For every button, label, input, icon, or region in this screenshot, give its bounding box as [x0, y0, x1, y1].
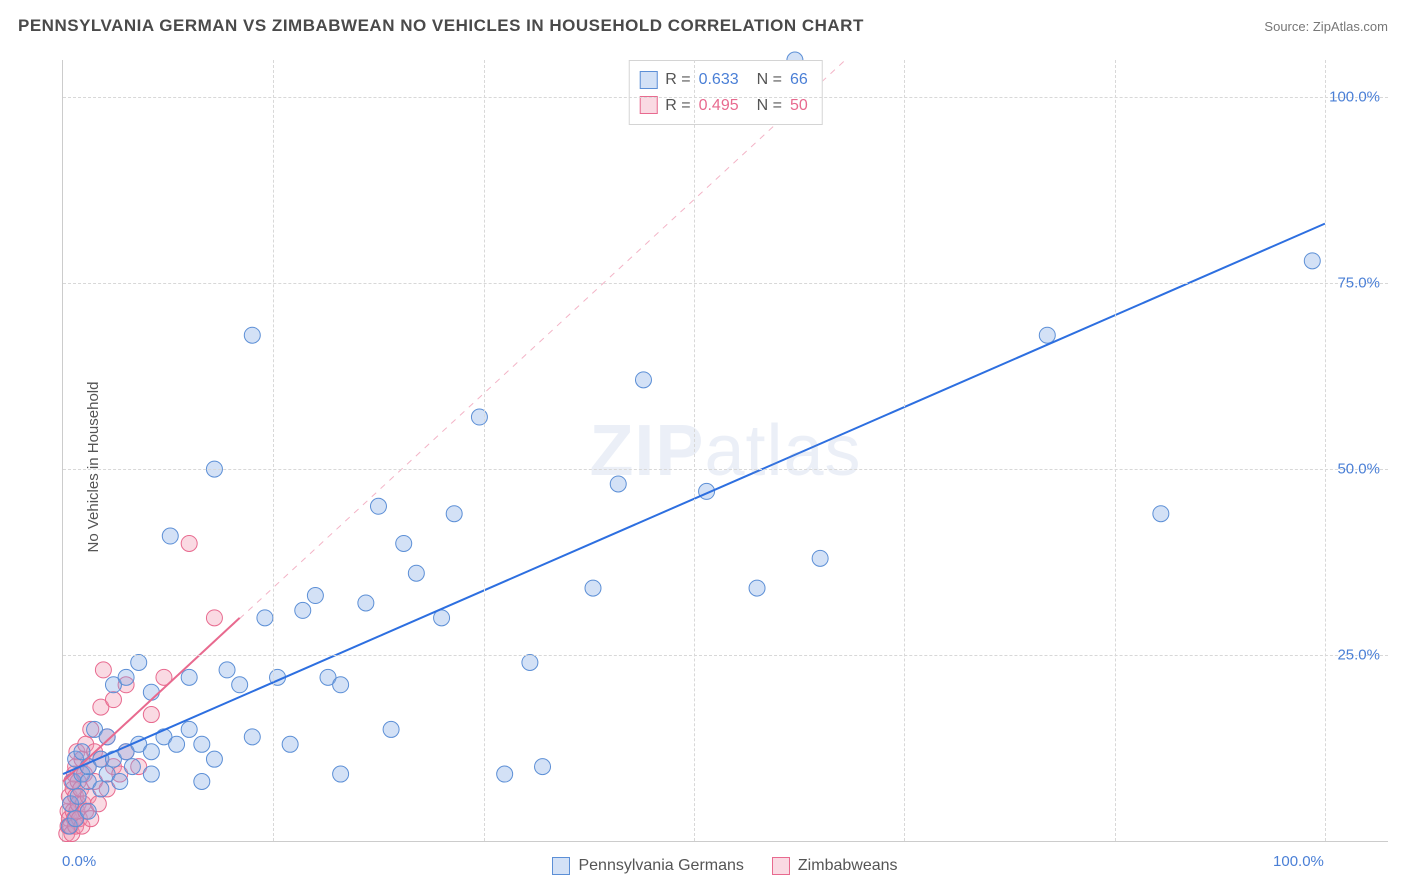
n-label: N =	[757, 67, 782, 93]
y-tick: 25.0%	[1337, 647, 1380, 664]
n-value-pg: 66	[790, 67, 808, 93]
y-tick: 50.0%	[1337, 461, 1380, 478]
legend-label-pg: Pennsylvania Germans	[578, 857, 743, 875]
source-label: Source:	[1264, 19, 1309, 34]
series-legend: Pennsylvania Germans Zimbabweans	[62, 850, 1388, 882]
scatter-svg	[63, 60, 1388, 841]
chart-container: No Vehicles in Household ZIPatlas R = 0.…	[18, 52, 1388, 882]
swatch-zw	[639, 96, 657, 114]
swatch-pg	[552, 857, 570, 875]
y-tick: 100.0%	[1329, 89, 1380, 106]
legend-item-pg: Pennsylvania Germans	[552, 857, 743, 875]
correlation-legend: R = 0.633 N = 66 R = 0.495 N = 50	[628, 60, 823, 125]
legend-item-zw: Zimbabweans	[772, 857, 898, 875]
page-title: PENNSYLVANIA GERMAN VS ZIMBABWEAN NO VEH…	[18, 16, 864, 36]
plot-area: ZIPatlas R = 0.633 N = 66 R = 0.495 N = …	[62, 60, 1388, 842]
source-link[interactable]: ZipAtlas.com	[1313, 19, 1388, 34]
x-tick: 100.0%	[1273, 853, 1324, 870]
legend-label-zw: Zimbabweans	[798, 857, 898, 875]
header: PENNSYLVANIA GERMAN VS ZIMBABWEAN NO VEH…	[18, 16, 1388, 36]
x-tick: 0.0%	[62, 853, 96, 870]
r-label: R =	[665, 67, 690, 93]
swatch-zw	[772, 857, 790, 875]
legend-row-pg: R = 0.633 N = 66	[639, 67, 808, 93]
swatch-pg	[639, 71, 657, 89]
y-tick: 75.0%	[1337, 275, 1380, 292]
source-attribution: Source: ZipAtlas.com	[1264, 19, 1388, 34]
r-value-pg: 0.633	[699, 67, 739, 93]
